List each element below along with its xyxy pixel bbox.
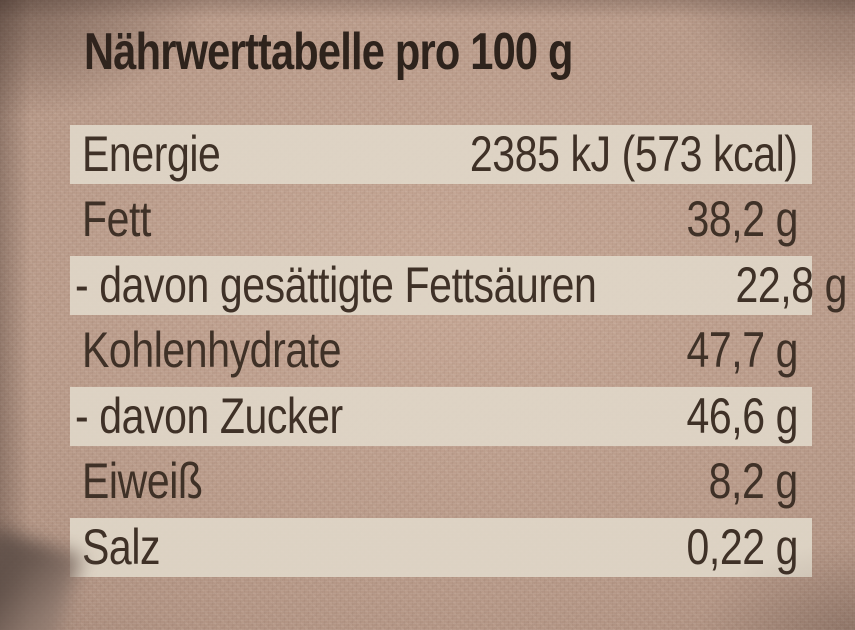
nutrition-table: Energie 2385 kJ (573 kcal) Fett 38,2 g -… (70, 121, 847, 580)
table-row: - davon Zucker 46,6 g (70, 383, 812, 449)
nutrient-name: Kohlenhydrate (82, 322, 342, 379)
nutrient-value: 22,8 g (735, 256, 847, 313)
nutrient-name: Eiweiß (82, 453, 203, 510)
table-row: Salz 0,22 g (70, 514, 812, 580)
nutrient-name: Energie (82, 125, 221, 182)
nutrient-name: Salz (82, 518, 161, 575)
nutrient-name: - davon Zucker (75, 387, 343, 444)
nutrient-value: 0,22 g (686, 518, 798, 575)
nutrient-value: 38,2 g (686, 191, 798, 248)
nutrition-table-title-text: Nährwerttabelle pro 100 g (84, 23, 573, 81)
nutrient-value: 46,6 g (686, 387, 798, 444)
page-title: Nährwerttabelle pro 100 g (84, 22, 695, 82)
table-row: - davon gesättigte Fettsäuren 22,8 g (70, 252, 847, 318)
table-row: Fett 38,2 g (70, 187, 812, 253)
nutrient-value: 47,7 g (686, 322, 798, 379)
nutrient-name: - davon gesättigte Fettsäuren (75, 256, 597, 313)
table-row: Eiweiß 8,2 g (70, 449, 812, 515)
nutrient-name: Fett (82, 191, 151, 248)
table-row: Energie 2385 kJ (573 kcal) (70, 121, 812, 187)
nutrient-value: 2385 kJ (573 kcal) (470, 125, 798, 182)
nutrient-value: 8,2 g (708, 453, 799, 510)
table-row: Kohlenhydrate 47,7 g (70, 318, 812, 384)
